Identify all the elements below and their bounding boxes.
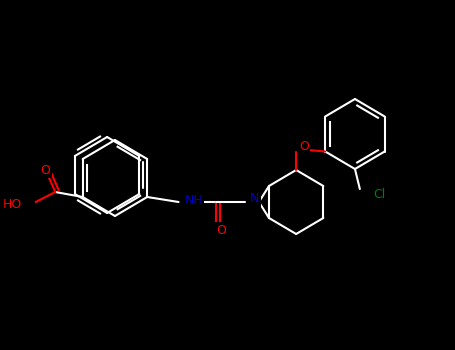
Text: O: O	[299, 140, 309, 154]
Text: HO: HO	[3, 197, 22, 210]
Text: O: O	[40, 163, 51, 176]
Text: N: N	[250, 193, 259, 205]
Text: O: O	[216, 224, 226, 237]
Text: Cl: Cl	[374, 188, 386, 201]
Text: NH: NH	[184, 194, 203, 206]
